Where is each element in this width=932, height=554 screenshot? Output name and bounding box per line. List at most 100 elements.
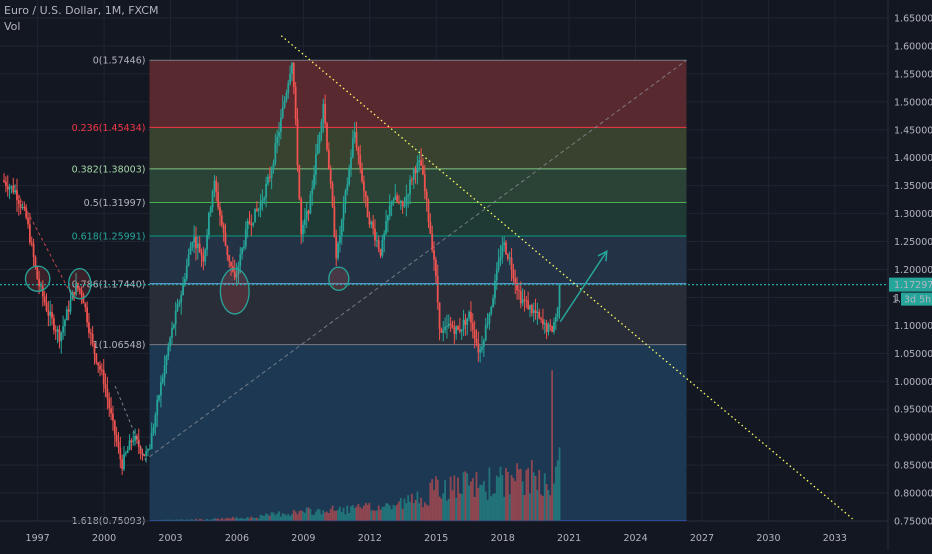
candle-body — [385, 221, 387, 233]
candle-body — [306, 211, 308, 219]
volume-bar — [341, 512, 343, 521]
volume-bar — [453, 475, 455, 521]
volume-bar — [396, 505, 398, 521]
candle-body — [514, 278, 516, 282]
volume-bar — [411, 494, 413, 521]
fib-level-label: 0.382(1.38003) — [72, 164, 146, 175]
candle-body — [99, 366, 101, 370]
volume-bar — [236, 517, 238, 521]
candle-body — [330, 170, 332, 184]
volume-bar — [518, 469, 520, 521]
candle-body — [154, 415, 156, 428]
volume-bar — [332, 506, 334, 521]
candle-body — [501, 246, 503, 257]
candle-body — [262, 200, 264, 203]
candle-body — [494, 281, 496, 299]
candle-body — [300, 199, 302, 234]
candle-body — [20, 204, 22, 208]
candle-body — [559, 285, 561, 308]
candle-body — [400, 201, 402, 202]
volume-bar — [485, 492, 487, 521]
candle-body — [505, 242, 507, 254]
volume-bar — [413, 503, 415, 521]
volume-bar — [247, 517, 249, 521]
fib-level-label: 0.236(1.45434) — [72, 123, 146, 134]
candle-body — [365, 191, 367, 197]
candle-body — [500, 257, 502, 260]
volume-bar — [509, 494, 511, 521]
candle-body — [112, 413, 114, 420]
volume-bar — [262, 515, 264, 521]
candle-body — [195, 237, 197, 248]
candle-body — [439, 303, 441, 329]
candle-body — [121, 459, 123, 469]
volume-bar — [429, 483, 431, 521]
candle-body — [60, 332, 62, 341]
volume-bar — [359, 507, 361, 521]
volume-bar — [343, 508, 345, 521]
candle-body — [94, 343, 96, 353]
candle-body — [302, 225, 304, 234]
volume-bar — [428, 506, 430, 521]
candle-body — [485, 325, 487, 340]
candle-body — [551, 326, 553, 332]
candle-body — [531, 305, 533, 313]
volume-bar — [284, 514, 286, 521]
candle-body — [476, 339, 478, 343]
volume-bar — [465, 471, 467, 521]
volume-bar — [250, 517, 252, 521]
candle-body — [280, 118, 282, 132]
volume-bar — [514, 481, 516, 521]
candle-body — [557, 308, 559, 317]
volume-bar — [402, 509, 404, 521]
volume-bar — [457, 478, 459, 521]
candle-body — [463, 320, 465, 330]
volume-bar — [289, 516, 291, 521]
volume-bar — [263, 516, 265, 521]
candle-body — [254, 209, 256, 223]
candle-body — [380, 249, 382, 256]
volume-bar — [505, 468, 507, 521]
candle-body — [479, 350, 481, 353]
candle-body — [64, 320, 66, 326]
volume-bar — [516, 463, 518, 521]
candle-body — [461, 329, 463, 331]
price-tick-label: 1.45000 — [894, 125, 932, 136]
candle-body — [204, 250, 206, 262]
candle-body — [199, 244, 201, 253]
volume-bar — [376, 510, 378, 521]
candle-body — [472, 323, 474, 331]
volume-bar — [511, 475, 513, 521]
volume-bar — [295, 511, 297, 521]
candle-body — [308, 211, 310, 214]
volume-indicator-label[interactable]: Vol — [4, 20, 20, 33]
candle-body — [446, 326, 448, 327]
candle-body — [346, 184, 348, 190]
candle-body — [178, 303, 180, 305]
candle-body — [9, 187, 11, 189]
volume-bar — [335, 511, 337, 521]
fibonacci-retracement[interactable]: 0(1.57446)0.236(1.45434)0.382(1.38003)0.… — [72, 56, 687, 527]
candle-body — [217, 192, 219, 207]
volume-bar — [503, 497, 505, 521]
volume-bar — [538, 470, 540, 521]
candle-body — [212, 191, 214, 208]
volume-bar — [372, 510, 374, 521]
volume-bar — [330, 509, 332, 521]
volume-bar — [302, 511, 304, 521]
volume-bar — [426, 505, 428, 521]
volume-bar — [404, 499, 406, 521]
volume-bar — [417, 492, 419, 521]
candle-body — [190, 247, 192, 254]
candle-body — [529, 305, 531, 309]
candle-body — [466, 318, 468, 325]
volume-bar — [507, 472, 509, 521]
candle-body — [540, 318, 542, 319]
candle-body — [175, 311, 177, 324]
candle-body — [162, 377, 164, 382]
time-tick-label: 2009 — [291, 533, 315, 544]
candle-body — [348, 168, 350, 184]
candle-body — [274, 143, 276, 163]
